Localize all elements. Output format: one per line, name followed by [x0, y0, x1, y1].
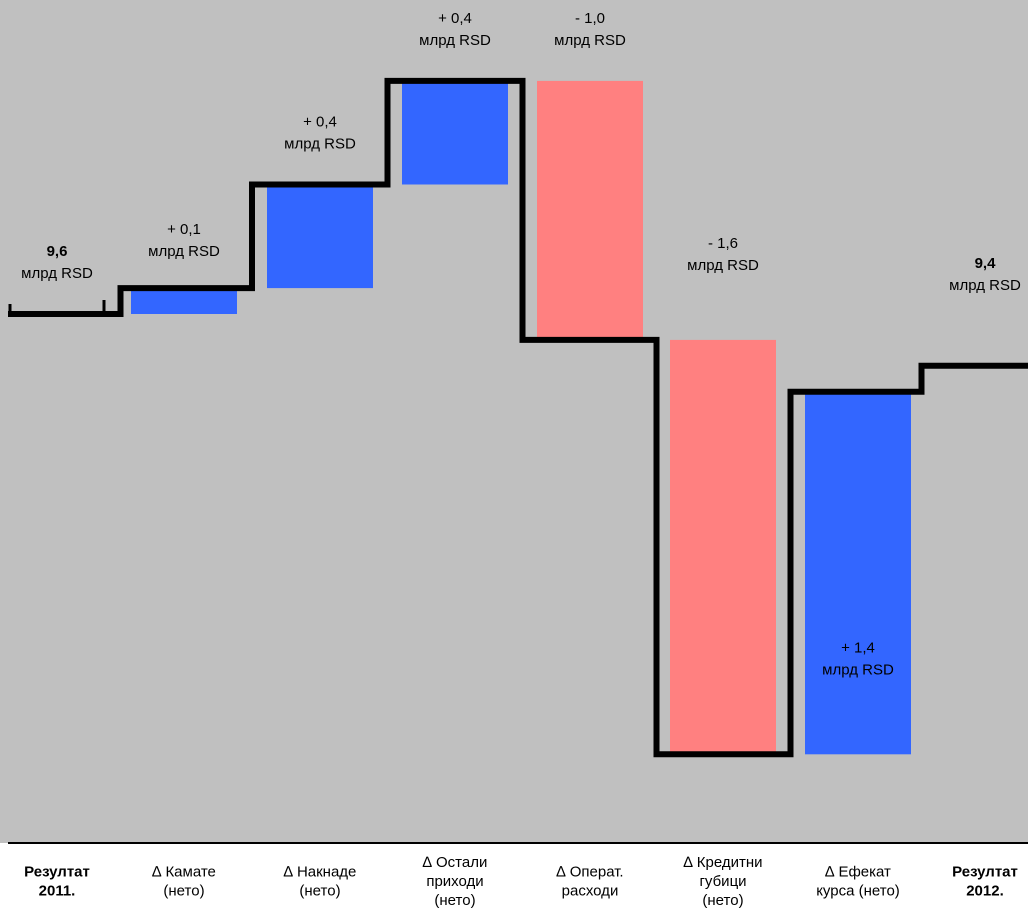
start-baseline	[8, 300, 106, 314]
bar-4	[537, 80, 643, 340]
category-label-1-line-1: (нето)	[163, 883, 204, 900]
value-unit-7: млрд RSD	[949, 277, 1021, 294]
value-label-6: + 1,4	[841, 639, 875, 656]
value-unit-5: млрд RSD	[687, 257, 759, 274]
value-unit-0: млрд RSD	[21, 265, 93, 282]
value-label-2: + 0,4	[303, 114, 337, 131]
value-label-3: + 0,4	[438, 10, 472, 27]
category-label-0-line-0: Резултат	[24, 864, 90, 881]
category-label-4-line-0: ∆ Операт.	[556, 864, 623, 881]
value-unit-2: млрд RSD	[284, 136, 356, 153]
category-label-5-line-1: губици	[699, 873, 746, 890]
bar-3	[402, 80, 508, 185]
category-label-0-line-1: 2011.	[39, 883, 76, 900]
value-label-0: 9,6	[47, 243, 68, 260]
value-label-5: - 1,6	[708, 235, 738, 252]
category-labels-group: Резултат 2011. ∆ Камате (нето) ∆ Накнаде (нет…	[24, 854, 1018, 909]
category-label-6-line-1: курса (нето)	[816, 883, 900, 900]
step-line	[8, 77, 1028, 758]
category-label-3-line-2: (нето)	[434, 892, 475, 909]
value-unit-4: млрд RSD	[554, 32, 626, 49]
category-label-5-line-2: (нето)	[702, 892, 743, 909]
bar-5	[670, 339, 776, 755]
category-label-2-line-0: ∆ Накнаде	[284, 864, 357, 881]
bar-6	[805, 391, 911, 755]
category-label-2-line-1: (нето)	[299, 883, 340, 900]
category-label-6-line-0: ∆ Ефекат	[825, 864, 891, 881]
value-labels-group: 9,6 млрд RSD + 0,1 млрд RSD + 0,4 млрд RSD + 0…	[21, 10, 1021, 678]
value-label-7: 9,4	[975, 255, 997, 272]
category-label-3-line-1: приходи	[426, 873, 483, 890]
category-label-3-line-0: ∆ Остали	[423, 854, 488, 871]
category-label-4-line-1: расходи	[562, 883, 619, 900]
value-unit-1: млрд RSD	[148, 243, 220, 260]
value-label-4: - 1,0	[575, 10, 605, 27]
value-unit-6: млрд RSD	[822, 661, 894, 678]
bar-1	[131, 288, 237, 314]
bar-2	[267, 184, 373, 289]
category-label-5-line-0: ∆ Кредитни	[683, 854, 762, 871]
category-label-7-line-1: 2012.	[966, 883, 1004, 900]
value-label-1: + 0,1	[167, 221, 201, 238]
value-unit-3: млрд RSD	[419, 32, 491, 49]
category-label-7-line-0: Резултат	[952, 864, 1018, 881]
bars-group	[131, 80, 911, 755]
category-label-1-line-0: ∆ Камате	[152, 864, 216, 881]
